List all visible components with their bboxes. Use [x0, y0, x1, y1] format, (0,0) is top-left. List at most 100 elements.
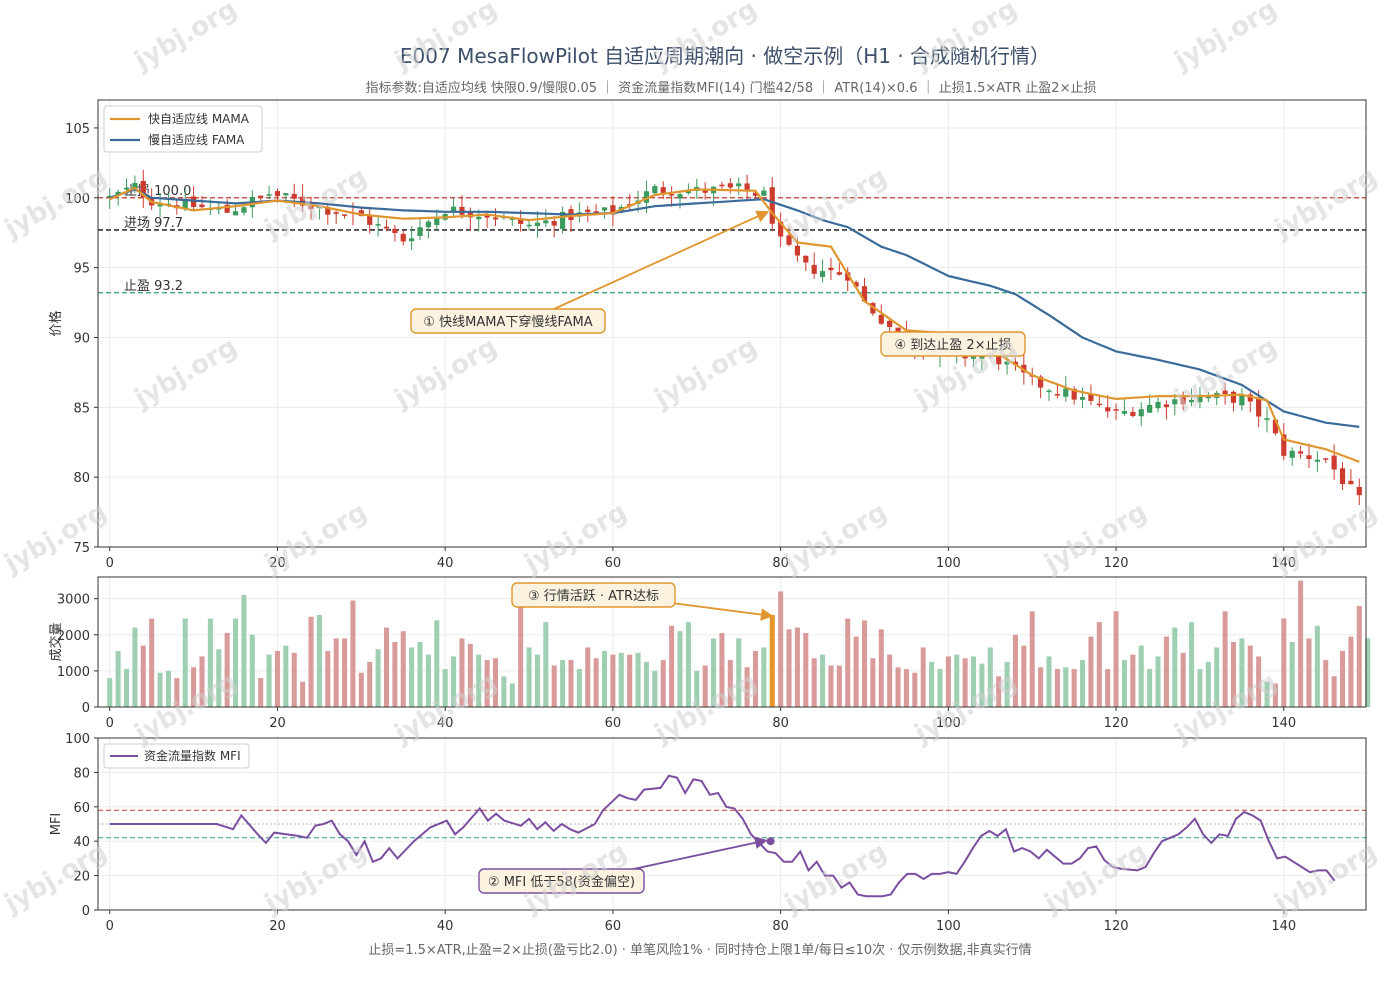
chart-footer: 止损=1.5×ATR,止盈=2×止损(盈亏比2.0) · 单笔风险1% · 同时…	[368, 942, 1031, 958]
volume-bar	[333, 638, 339, 707]
volume-bar	[627, 654, 633, 707]
candle-body	[341, 214, 348, 216]
volume-bar	[283, 645, 289, 707]
candle-body	[1205, 396, 1211, 399]
candle-body	[1113, 409, 1119, 411]
y-tick-label: 20	[73, 870, 90, 885]
volume-bar	[593, 658, 599, 707]
volume-bar	[459, 638, 465, 707]
volume-bar	[409, 647, 415, 707]
volume-panel: 0 20 40 60 80 100 120 140 0 1000 2000 3000 成交量	[48, 576, 1371, 731]
candle-body	[1054, 394, 1060, 396]
candle-body	[1264, 418, 1270, 420]
volume-bar	[157, 672, 163, 707]
y-axis-label: 成交量	[48, 622, 64, 661]
candle-body	[308, 205, 314, 210]
volume-bar	[602, 651, 608, 707]
candle-body	[283, 193, 289, 196]
annotation-box	[880, 331, 1026, 357]
candle-body	[853, 282, 859, 287]
volume-bar	[316, 614, 322, 707]
candle-body	[1147, 404, 1153, 413]
candle-body	[702, 189, 708, 193]
legend-label-mfi: 资金流量指数 MFI	[144, 748, 241, 763]
candle-body	[1230, 391, 1237, 403]
volume-bar	[996, 676, 1002, 707]
candle-body	[526, 224, 532, 227]
candle-body	[778, 221, 784, 237]
x-tick-label: 20	[269, 556, 286, 571]
volume-bar	[786, 629, 792, 707]
candle-body	[107, 195, 113, 198]
volume-bar	[417, 642, 423, 707]
volume-bar	[820, 654, 826, 707]
volume-bar	[794, 627, 800, 707]
volume-bar	[685, 622, 691, 707]
volume-bar	[543, 622, 549, 707]
candle-body	[316, 206, 322, 209]
volume-bar	[1130, 654, 1136, 707]
x-tick-label: 40	[437, 919, 454, 934]
y-tick-label: 90	[73, 331, 90, 346]
x-tick-label: 0	[106, 716, 114, 731]
volume-bar	[291, 652, 297, 707]
volume-bar	[1004, 661, 1010, 707]
candle-body	[1197, 394, 1203, 403]
volume-bar	[568, 660, 574, 707]
volume-bar	[1289, 642, 1295, 707]
volume-bar	[610, 654, 616, 707]
candle-body	[736, 183, 742, 187]
volume-bar	[451, 656, 457, 707]
candle-body	[1071, 388, 1077, 400]
volume-bar	[1331, 676, 1337, 707]
candle-body	[492, 217, 499, 220]
volume-bar	[1080, 660, 1086, 707]
volume-bar	[484, 660, 490, 707]
volume-bar	[300, 681, 306, 707]
candle-body	[1331, 455, 1337, 470]
candle-body	[241, 207, 247, 213]
candle-body	[450, 206, 457, 213]
volume-bar	[492, 658, 499, 707]
volume-bar	[233, 618, 239, 707]
candle-body	[1088, 394, 1094, 401]
volume-bar	[1189, 622, 1195, 707]
candle-body	[803, 255, 809, 263]
volume-bar	[752, 651, 758, 707]
annotation-label: ④ 到达止盈 2×止损	[894, 338, 1011, 353]
candle-body	[224, 204, 230, 213]
watermark-text: jybj.org	[0, 497, 112, 580]
volume-bar	[1256, 656, 1262, 707]
candle-body	[1063, 388, 1069, 397]
volume-bar	[761, 647, 767, 707]
annotation-2: ② MFI 低于58(资金偏空)	[478, 836, 768, 894]
y-tick-label: 95	[73, 262, 90, 277]
candle-body	[182, 199, 188, 209]
x-tick-label: 100	[936, 716, 961, 731]
volume-bar	[887, 654, 893, 707]
volume-bar	[182, 618, 188, 707]
y-tick-label: 100	[65, 192, 90, 207]
volume-bar	[585, 647, 591, 707]
candle-body	[367, 215, 373, 225]
mfi-line	[109, 774, 1336, 898]
candle-body	[1339, 468, 1346, 485]
candle-body	[970, 355, 977, 359]
volume-bar	[920, 647, 926, 707]
volume-bar	[1222, 611, 1228, 707]
y-axis-label: 价格	[48, 310, 64, 336]
volume-bar	[1155, 656, 1161, 707]
candle-body	[1356, 486, 1362, 496]
y-tick-label: 0	[82, 904, 90, 919]
volume-bar	[1012, 634, 1018, 707]
volume-bar	[702, 665, 708, 707]
volume-bar	[929, 661, 935, 707]
candle-body	[878, 314, 884, 324]
annotation-3: ③ 行情活跃 · ATR达标	[511, 582, 774, 621]
volume-bar	[945, 656, 951, 707]
chart-title: E007 MesaFlowPilot 自适应周期潮向 · 做空示例（H1 · 合…	[400, 44, 1050, 68]
volume-bar	[308, 616, 314, 707]
y-tick-label: 80	[73, 766, 90, 781]
chart-subtitle: 指标参数:自适应均线 快限0.9/慢限0.05 ｜ 资金流量指数MFI(14) …	[366, 80, 1097, 96]
annotation-box	[410, 308, 606, 334]
